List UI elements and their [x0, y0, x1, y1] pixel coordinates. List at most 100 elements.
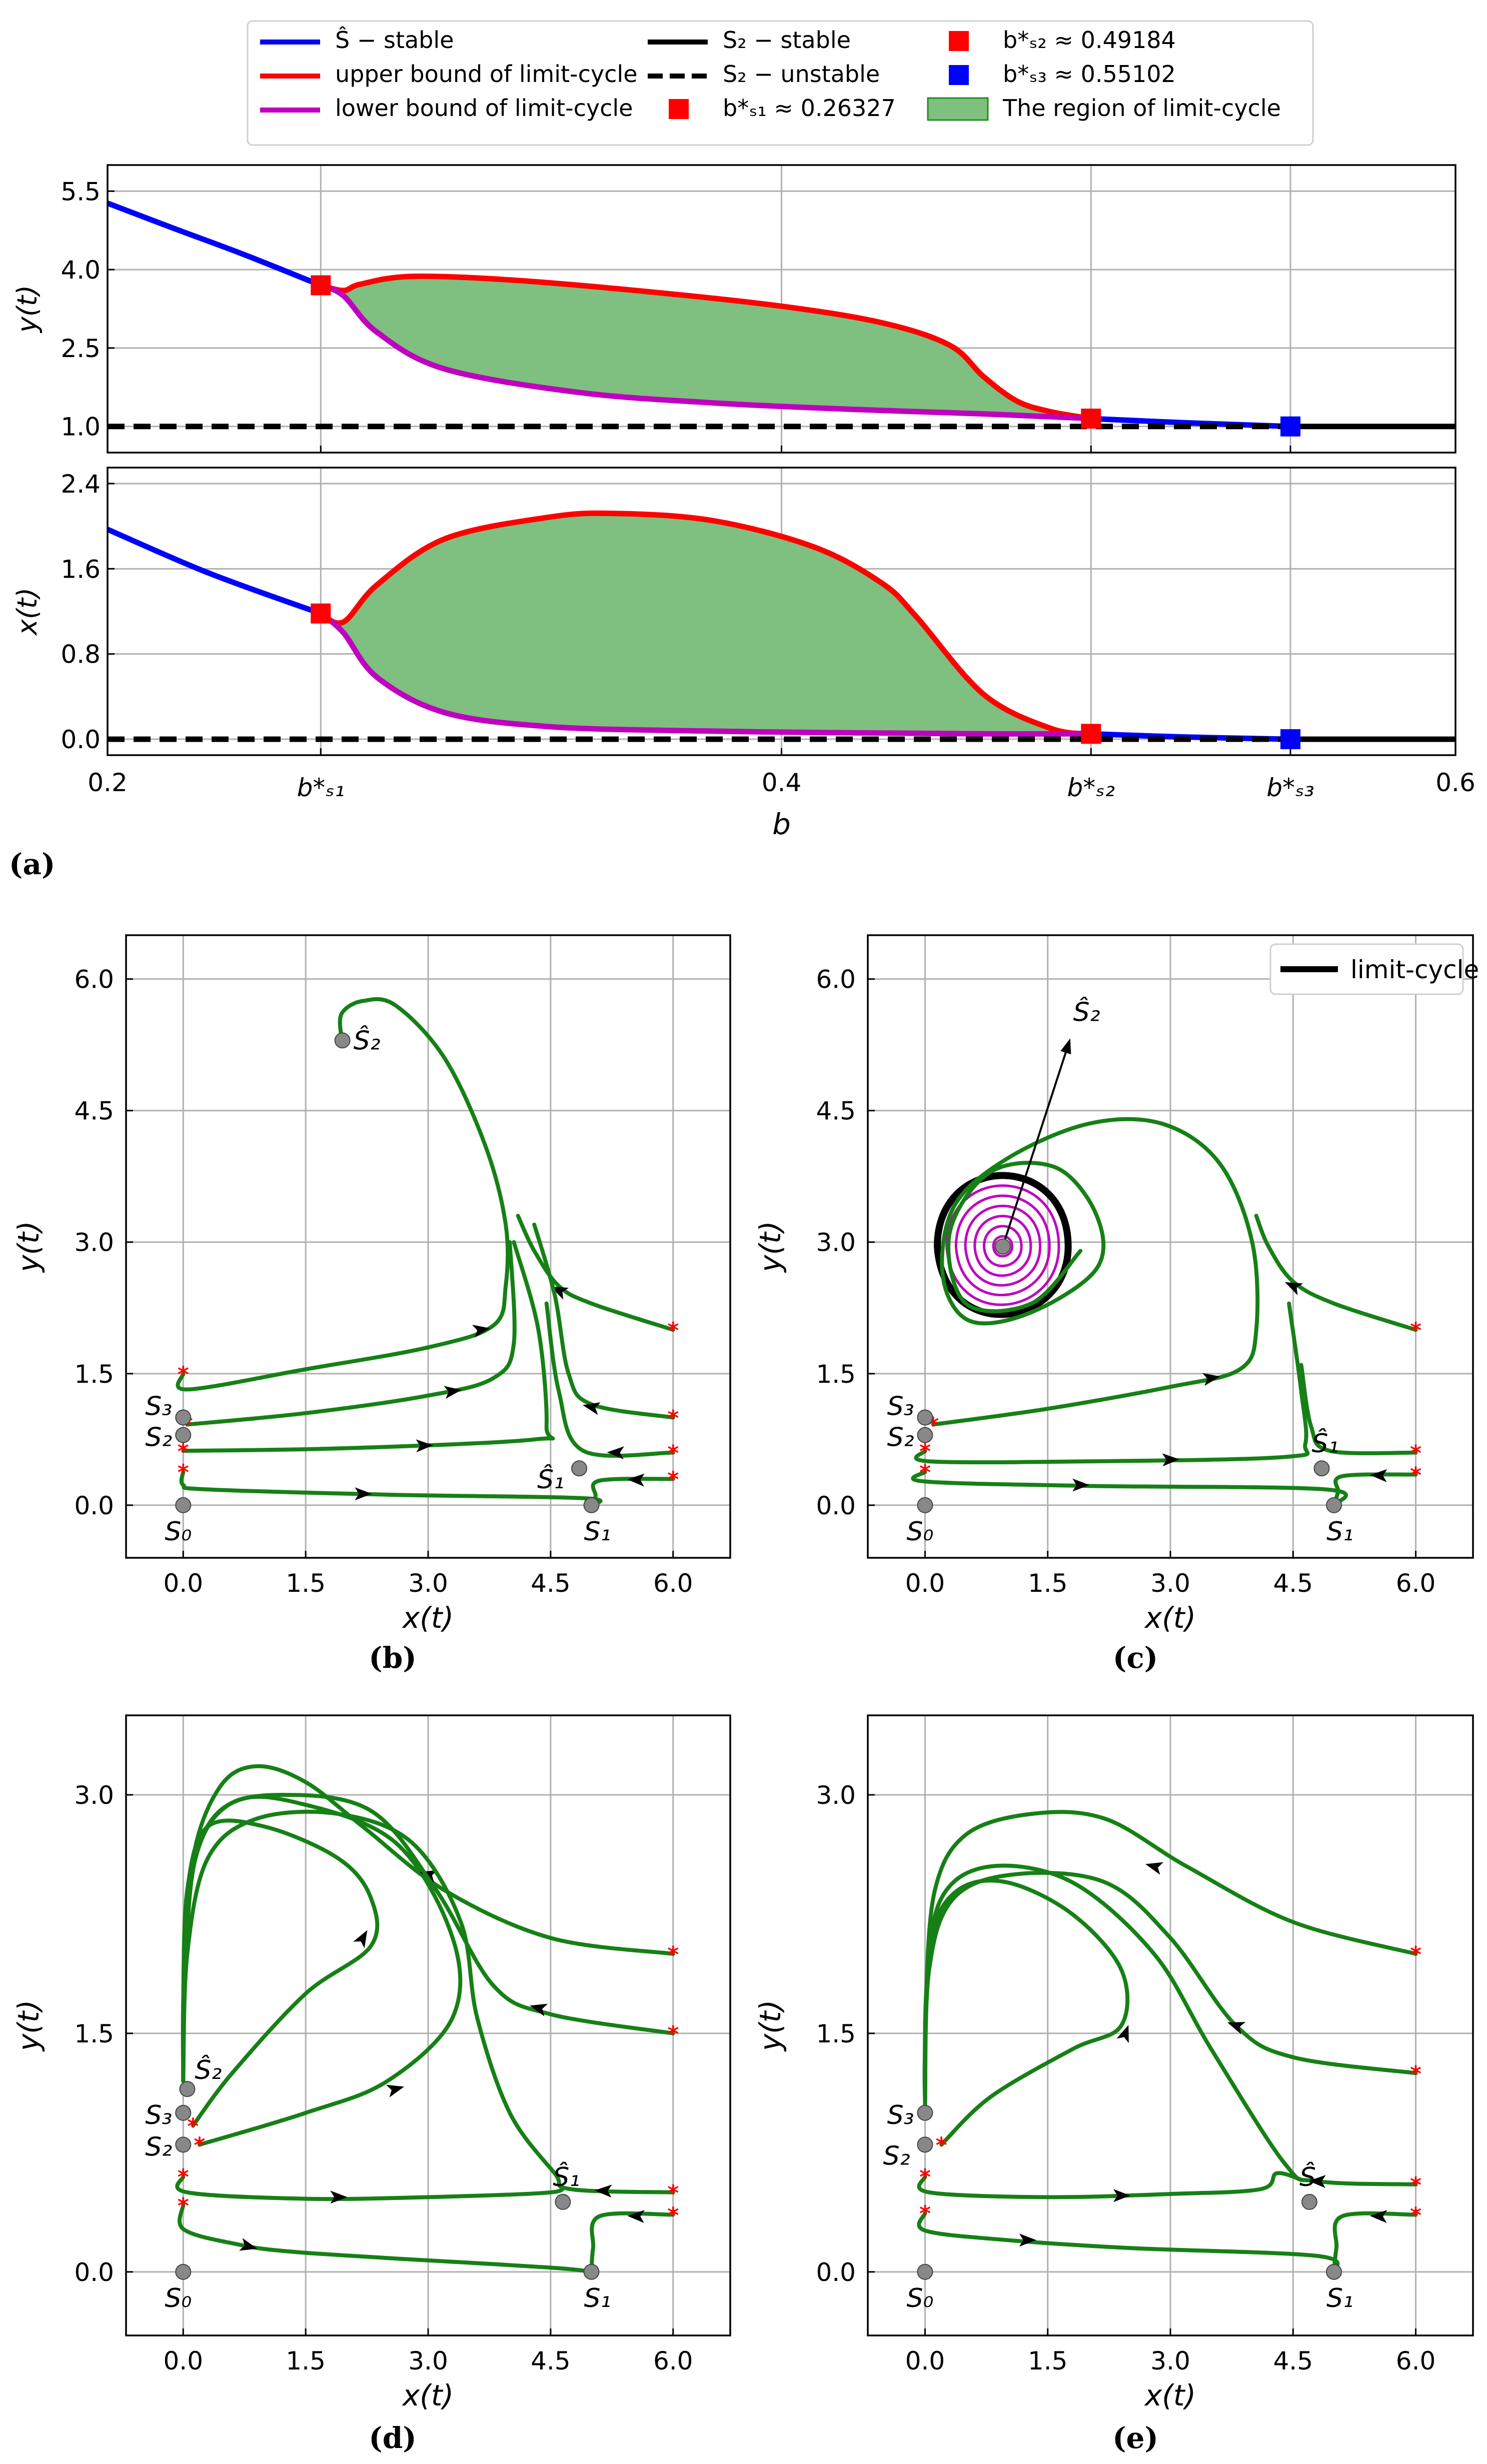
x-axis-label: x(t) — [1144, 1601, 1196, 1635]
equilibrium-point-1 — [1326, 1497, 1342, 1513]
start-point-4: * — [667, 1318, 679, 1343]
trajectory-0 — [922, 1878, 1130, 2147]
x-axis-label: x(t) — [402, 1601, 454, 1635]
equilibrium-point-3 — [917, 1409, 933, 1426]
equilibrium-point-2 — [917, 1427, 933, 1443]
plot-area — [175, 1764, 675, 2274]
xtick-label-4: b*ₛ₃ — [1266, 773, 1314, 802]
ytick-label-4: 6.0 — [816, 965, 856, 994]
trajectory-2 — [181, 1240, 555, 1453]
xtick-label-0: 0.0 — [905, 1569, 945, 1598]
legend-item-5-swatch — [669, 99, 689, 119]
equilibrium-label-4: Ŝ — [1299, 2161, 1316, 2192]
legend-item-5-label: b*ₛ₁ ≈ 0.26327 — [723, 95, 896, 122]
series-upper-bound-of-limit-cycle — [318, 273, 1094, 422]
trajectory-0 — [931, 1117, 1260, 1427]
ytick-label-3: 4.5 — [74, 1097, 114, 1126]
start-point-3: * — [1410, 1318, 1421, 1343]
y-axis-label: y(t) — [12, 285, 43, 334]
start-point-4: * — [1410, 2061, 1421, 2086]
x-axis-label: x(t) — [1144, 2378, 1196, 2412]
bifurcation-marker-2 — [1280, 416, 1300, 437]
panel-label-a: (a) — [9, 847, 55, 881]
series-upper-bound-of-limit-cycle — [318, 510, 1094, 737]
equilibrium-label-1: S₁ — [584, 2283, 611, 2313]
xtick-label-0: 0.0 — [164, 1569, 204, 1598]
x-axis-label: b — [772, 807, 791, 841]
equilibrium-label-1: S₁ — [1326, 1517, 1353, 1547]
legend-item-6-label: b*ₛ₂ ≈ 0.49184 — [1003, 27, 1176, 54]
limit-cycle-legend-label: limit-cycle — [1350, 955, 1479, 984]
spiral-ring-1 — [992, 1235, 1013, 1258]
legend-item-6-swatch — [949, 31, 969, 51]
spiral-ring-5 — [954, 1194, 1051, 1297]
xtick-label-1: 1.5 — [286, 1569, 326, 1598]
start-point-2: * — [178, 1439, 189, 1464]
equilibrium-point-0 — [175, 2263, 192, 2280]
ytick-label-2: 1.6 — [61, 555, 101, 584]
panel-label-b: (b) — [369, 1641, 416, 1675]
start-point-5: * — [667, 2021, 679, 2047]
bifurcation-marker-0 — [311, 603, 331, 624]
start-point-1: * — [919, 1439, 931, 1464]
start-point-1: * — [919, 2164, 931, 2190]
legend: Ŝ − stable upper bound of limit-cycle lowe… — [247, 20, 1314, 146]
plot-area — [176, 997, 675, 1507]
ytick-label-3: 5.5 — [61, 177, 101, 206]
start-point-7: * — [667, 1467, 679, 1492]
ytick-label-4: 6.0 — [74, 965, 114, 994]
equilibrium-label-0: S₀ — [165, 2283, 192, 2313]
plot-area — [911, 1117, 1418, 1507]
y-axis-label: x(t) — [12, 588, 43, 636]
legend-item-2-label: lower bound of limit-cycle — [335, 95, 633, 122]
equilibrium-point-4 — [179, 2081, 196, 2097]
equilibrium-point-1 — [1326, 2263, 1342, 2280]
equilibrium-point-2 — [917, 2136, 933, 2153]
trajectory-6 — [181, 1809, 675, 2194]
xtick-label-1: 1.5 — [1028, 1569, 1068, 1598]
ytick-label-2: 3.0 — [816, 1228, 856, 1257]
ytick-label-2: 4.0 — [61, 256, 101, 285]
equilibrium-label-2: S₂ — [145, 2132, 172, 2162]
equilibrium-point-4 — [1313, 1460, 1330, 1477]
equilibrium-label-0: S₀ — [907, 1517, 934, 1547]
xtick-label-3: 4.5 — [531, 2346, 571, 2375]
equilibrium-label-4: Ŝ₂ — [195, 2054, 222, 2085]
trajectory-3 — [178, 2203, 594, 2274]
equilibrium-label-0: S₀ — [165, 1517, 192, 1547]
ytick-label-2: 3.0 — [74, 1228, 114, 1257]
xtick-label-4: 6.0 — [1396, 2346, 1436, 2375]
panel-a-bottom-plot: 0.0 0.8 1.6 2.4 x(t) 0.2 b*ₛ₁ 0.4 b*ₛ₂ b*ₛ₃ 0.6 b — [12, 467, 1475, 841]
legend-item-0-label: Ŝ − stable — [335, 26, 454, 54]
start-point-0: * — [936, 2132, 947, 2158]
trajectory-1 — [185, 1240, 517, 1427]
equilibrium-label-3: S₃ — [145, 2100, 172, 2130]
xtick-label-4: 6.0 — [653, 1569, 693, 1598]
equilibrium-point-5 — [994, 1238, 1011, 1255]
trajectory-4 — [1299, 1363, 1418, 1455]
xtick-label-1: 1.5 — [1028, 2346, 1068, 2375]
equilibrium-point-0 — [917, 1497, 933, 1513]
trajectory-3 — [179, 1470, 603, 1507]
series-lower-bound-of-limit-cycle — [318, 611, 1094, 737]
ytick-label-1: 1.5 — [816, 1360, 856, 1389]
xtick-label-2: 3.0 — [1150, 1569, 1190, 1598]
legend-item-8-label: The region of limit-cycle — [1002, 95, 1281, 122]
spiral-ring-3 — [973, 1215, 1032, 1277]
ytick-label-3: 4.5 — [816, 1097, 856, 1126]
trajectory-5 — [181, 1793, 675, 2083]
equilibrium-point-2 — [175, 1427, 192, 1443]
equilibrium-label-1: S₁ — [1326, 2283, 1353, 2313]
xtick-label-3: b*ₛ₂ — [1067, 773, 1115, 802]
equilibrium-label-3: S₃ — [887, 2100, 914, 2130]
flow-arrow-3-0 — [1143, 1857, 1164, 1875]
equilibrium-point-5 — [555, 2193, 571, 2210]
trajectory-5 — [923, 1863, 1418, 2186]
start-point-4: * — [667, 1942, 679, 1967]
trajectory-4 — [516, 1214, 675, 1332]
flow-arrow-1-0 — [386, 2080, 406, 2097]
trajectory-0 — [176, 997, 510, 1392]
equilibrium-point-2 — [175, 2136, 192, 2153]
